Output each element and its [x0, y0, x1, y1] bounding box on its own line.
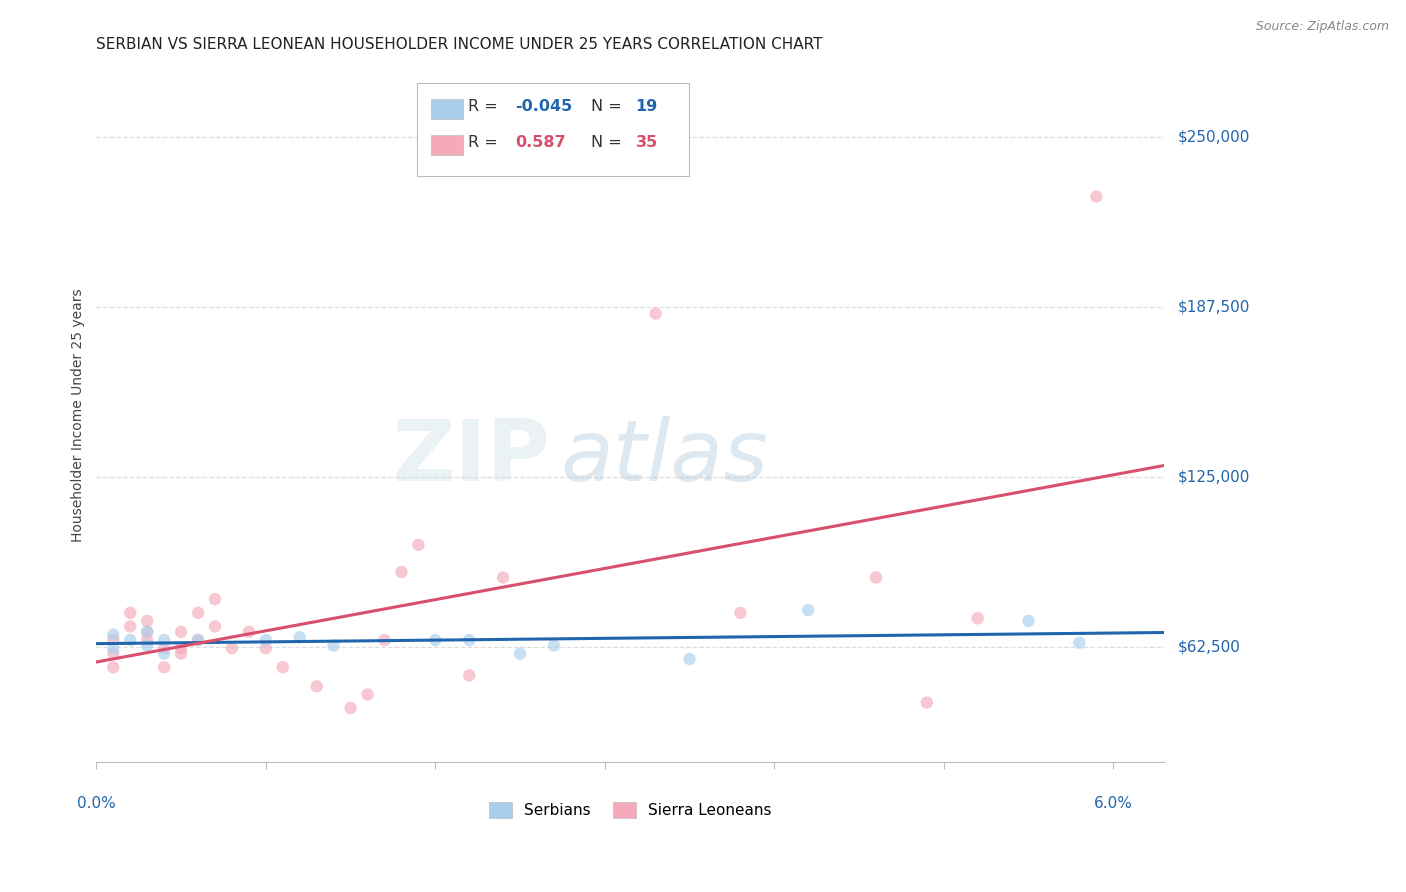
Text: N =: N = — [591, 136, 627, 151]
Point — [865, 570, 887, 584]
Point — [153, 633, 176, 648]
Point — [644, 307, 666, 321]
Point — [204, 592, 226, 607]
FancyBboxPatch shape — [430, 99, 463, 120]
Point — [170, 641, 193, 656]
Point — [103, 641, 125, 656]
Text: 0.0%: 0.0% — [77, 796, 115, 811]
Point — [187, 633, 209, 648]
Point — [1085, 189, 1108, 203]
Point — [153, 641, 176, 656]
Point — [254, 641, 277, 656]
Point — [204, 619, 226, 633]
Point — [238, 624, 260, 639]
Point — [288, 630, 311, 644]
Point — [339, 701, 361, 715]
Legend: Serbians, Sierra Leoneans: Serbians, Sierra Leoneans — [482, 796, 778, 824]
Text: R =: R = — [468, 99, 503, 114]
Point — [730, 606, 752, 620]
Point — [120, 619, 142, 633]
Text: 6.0%: 6.0% — [1094, 796, 1133, 811]
Point — [458, 633, 481, 648]
Point — [543, 639, 565, 653]
Point — [103, 647, 125, 661]
Text: -0.045: -0.045 — [515, 99, 572, 114]
Point — [322, 639, 344, 653]
Text: $125,000: $125,000 — [1178, 469, 1250, 484]
Point — [103, 660, 125, 674]
Point — [509, 647, 531, 661]
Point — [136, 624, 159, 639]
Point — [425, 633, 447, 648]
Point — [408, 538, 430, 552]
Point — [1069, 636, 1091, 650]
FancyBboxPatch shape — [416, 83, 689, 177]
Text: Source: ZipAtlas.com: Source: ZipAtlas.com — [1256, 20, 1389, 33]
Text: SERBIAN VS SIERRA LEONEAN HOUSEHOLDER INCOME UNDER 25 YEARS CORRELATION CHART: SERBIAN VS SIERRA LEONEAN HOUSEHOLDER IN… — [97, 37, 823, 53]
Point — [187, 633, 209, 648]
Point — [966, 611, 988, 625]
Point — [221, 641, 243, 656]
Point — [356, 688, 378, 702]
Point — [136, 633, 159, 648]
Point — [136, 614, 159, 628]
Text: $62,500: $62,500 — [1178, 640, 1241, 655]
Point — [492, 570, 515, 584]
Text: R =: R = — [468, 136, 503, 151]
Point — [271, 660, 294, 674]
Point — [153, 660, 176, 674]
Text: ZIP: ZIP — [392, 416, 550, 499]
Point — [373, 633, 395, 648]
Y-axis label: Householder Income Under 25 years: Householder Income Under 25 years — [72, 289, 86, 542]
Point — [797, 603, 820, 617]
Point — [120, 606, 142, 620]
FancyBboxPatch shape — [430, 135, 463, 155]
Point — [170, 624, 193, 639]
Point — [458, 668, 481, 682]
Text: 0.587: 0.587 — [515, 136, 565, 151]
Text: N =: N = — [591, 99, 627, 114]
Point — [305, 679, 328, 693]
Point — [153, 647, 176, 661]
Point — [915, 696, 938, 710]
Point — [678, 652, 700, 666]
Point — [1018, 614, 1040, 628]
Point — [170, 647, 193, 661]
Point — [136, 639, 159, 653]
Point — [103, 633, 125, 648]
Point — [103, 627, 125, 641]
Text: $187,500: $187,500 — [1178, 300, 1250, 314]
Point — [120, 633, 142, 648]
Point — [136, 624, 159, 639]
Point — [391, 565, 413, 579]
Text: 35: 35 — [636, 136, 658, 151]
Point — [254, 633, 277, 648]
Point — [187, 606, 209, 620]
Text: atlas: atlas — [561, 416, 769, 499]
Text: $250,000: $250,000 — [1178, 129, 1250, 145]
Text: 19: 19 — [636, 99, 658, 114]
